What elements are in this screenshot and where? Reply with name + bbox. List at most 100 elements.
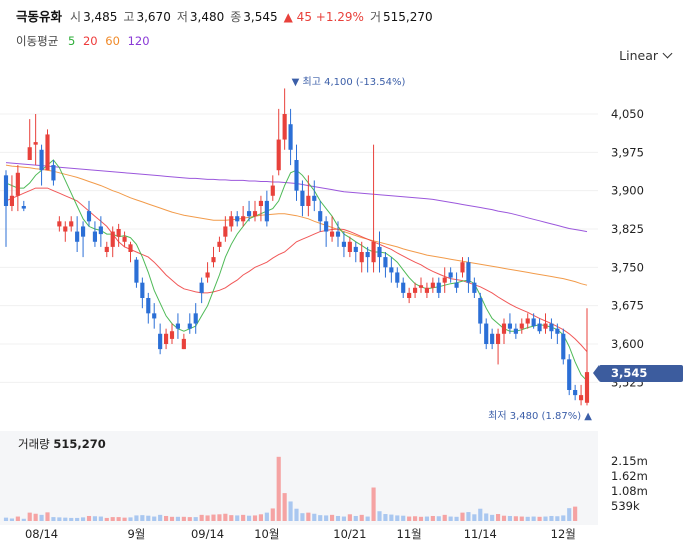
candle-body: [122, 236, 127, 242]
volume-bar: [318, 515, 323, 521]
high-label: 고: [123, 10, 135, 24]
candle-body: [460, 262, 465, 273]
volume-bar: [199, 514, 204, 521]
candle-body: [584, 372, 590, 403]
x-tick-label: 08/14: [25, 527, 58, 541]
candle-body: [134, 259, 139, 283]
candle-body: [306, 195, 311, 206]
volume-bar: [442, 514, 447, 521]
volume-bar: [466, 512, 471, 521]
candle-body: [3, 175, 9, 206]
candle-body: [359, 252, 364, 263]
volume-bar: [371, 487, 376, 521]
candle-body: [418, 285, 424, 288]
candle-body: [75, 231, 80, 242]
candle-body: [152, 313, 157, 319]
scale-dropdown[interactable]: Linear: [619, 48, 673, 63]
change-value: ▲ 45 +1.29%: [283, 10, 364, 24]
volume-bar: [69, 517, 74, 521]
volume-bar: [264, 512, 269, 521]
candle-body: [448, 272, 453, 278]
candle-body: [235, 216, 240, 222]
ma60-line: [5, 164, 588, 286]
volume-bar: [288, 501, 293, 521]
volume-bar: [329, 514, 335, 521]
candle-body: [264, 200, 269, 222]
candle-body: [401, 282, 406, 293]
candle-body: [531, 318, 536, 327]
candle-body: [424, 287, 430, 293]
volume-bar: [347, 514, 352, 521]
candle-body: [578, 395, 584, 401]
candle-body: [57, 221, 62, 227]
candle-body: [140, 282, 145, 298]
volume-bar: [33, 513, 38, 521]
candle-body: [466, 262, 471, 283]
volume-bar: [63, 517, 68, 521]
candle-body: [555, 328, 560, 334]
candle-body: [365, 252, 370, 258]
x-tick-label: 10월: [254, 527, 279, 541]
volume-bar: [484, 513, 489, 521]
candle-body: [430, 282, 435, 288]
candle-body: [175, 323, 181, 329]
ma120-legend[interactable]: 120: [127, 34, 150, 48]
volume-bar: [223, 513, 228, 521]
volume-bar: [436, 516, 441, 521]
candle-body: [211, 257, 216, 263]
volume-bar: [561, 515, 566, 521]
low-value: 3,480: [189, 10, 225, 24]
volume-bar: [490, 514, 495, 521]
volume-bar: [430, 515, 435, 521]
volume-bar: [158, 514, 163, 521]
candle-body: [116, 229, 121, 237]
candle-body: [501, 323, 507, 334]
candle-body: [300, 190, 305, 206]
candle-body: [353, 246, 358, 252]
candle-body: [537, 323, 542, 332]
volume-bar: [412, 516, 418, 521]
candle-body: [27, 147, 32, 160]
ma60-legend[interactable]: 60: [105, 34, 120, 48]
volume-bar: [152, 516, 157, 521]
volume-bar: [377, 511, 382, 521]
candle-body: [507, 323, 513, 329]
ma20-line: [5, 187, 588, 353]
volume-bar: [128, 517, 133, 521]
high-annotation: ▼ 최고 4,100 (-13.54%): [292, 76, 406, 88]
candle-body: [549, 323, 554, 332]
candle-body: [199, 282, 204, 293]
candle-body: [21, 206, 26, 209]
ma5-legend[interactable]: 5: [67, 34, 76, 48]
volume-panel-label: 거래량 515,270: [18, 436, 106, 452]
volume-bar: [258, 514, 264, 521]
y-tick-label: 3,600: [611, 337, 644, 351]
candle-body: [335, 231, 341, 237]
candle-body: [478, 298, 483, 324]
volume-panel-bg: [0, 431, 598, 525]
quote-header: 극동유화 시 3,485 고 3,670 저 3,480 종 3,545 ▲ 45 +1…: [16, 6, 439, 24]
volume-bar: [21, 518, 26, 521]
volume-bar: [241, 514, 246, 521]
candle-body: [252, 211, 258, 217]
volume-bar: [80, 517, 86, 521]
candle-body: [495, 333, 501, 344]
volume-bar: [513, 516, 518, 521]
y-tick-label: 3,675: [611, 299, 644, 313]
volume-bar: [39, 514, 44, 521]
candle-body: [490, 333, 495, 344]
volume-bar: [353, 515, 358, 521]
volume-bar: [45, 512, 50, 521]
open-value: 3,485: [83, 10, 118, 24]
candle-body: [229, 216, 234, 227]
ma20-legend[interactable]: 20: [82, 34, 98, 48]
ma-legend-title: 이동평균: [16, 34, 59, 48]
candle-body: [513, 328, 518, 334]
volume-bar: [252, 515, 258, 521]
volume-bar: [495, 514, 501, 521]
candle-body: [9, 195, 15, 206]
candle-body: [561, 333, 566, 360]
volume-bar: [573, 506, 578, 521]
volume-bar: [531, 516, 536, 521]
